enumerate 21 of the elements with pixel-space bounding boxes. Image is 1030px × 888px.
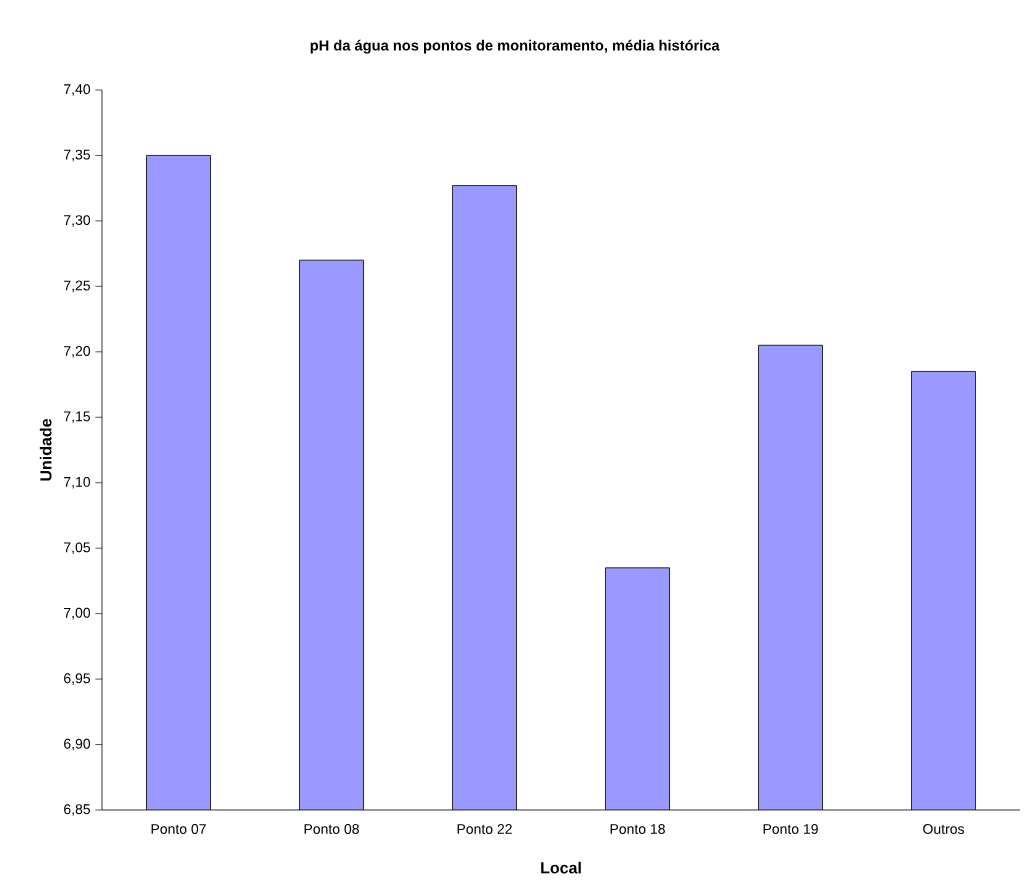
x-tick-label: Ponto 07 xyxy=(151,824,206,834)
y-tick-label: 7,05 xyxy=(64,542,91,554)
y-tick-label: 7,40 xyxy=(64,84,91,96)
y-tick-label: 6,95 xyxy=(64,673,91,685)
x-tick-label: Ponto 22 xyxy=(457,824,512,834)
y-tick-label: 6,85 xyxy=(64,804,91,816)
x-tick-label: Ponto 18 xyxy=(610,824,665,834)
y-tick-label: 7,25 xyxy=(64,280,91,293)
x-tick-label: Outros xyxy=(923,824,964,834)
x-tick-label: Ponto 19 xyxy=(763,824,818,834)
x-axis-title: Local xyxy=(541,861,581,874)
y-tick-label: 7,30 xyxy=(64,215,91,227)
chart-title: pH da água nos pontos de monitoramento, média histórica xyxy=(310,39,720,54)
y-tick-label: 7,15 xyxy=(64,411,91,423)
x-tick-label: Ponto 08 xyxy=(304,824,359,834)
y-tick-label: 7,35 xyxy=(64,149,91,162)
y-axis-title: Unidade xyxy=(39,418,52,481)
y-tick-label: 7,00 xyxy=(64,607,91,620)
y-tick-label: 6,90 xyxy=(64,738,91,751)
y-tick-label: 7,10 xyxy=(64,476,91,489)
y-tick-label: 7,20 xyxy=(64,346,91,358)
